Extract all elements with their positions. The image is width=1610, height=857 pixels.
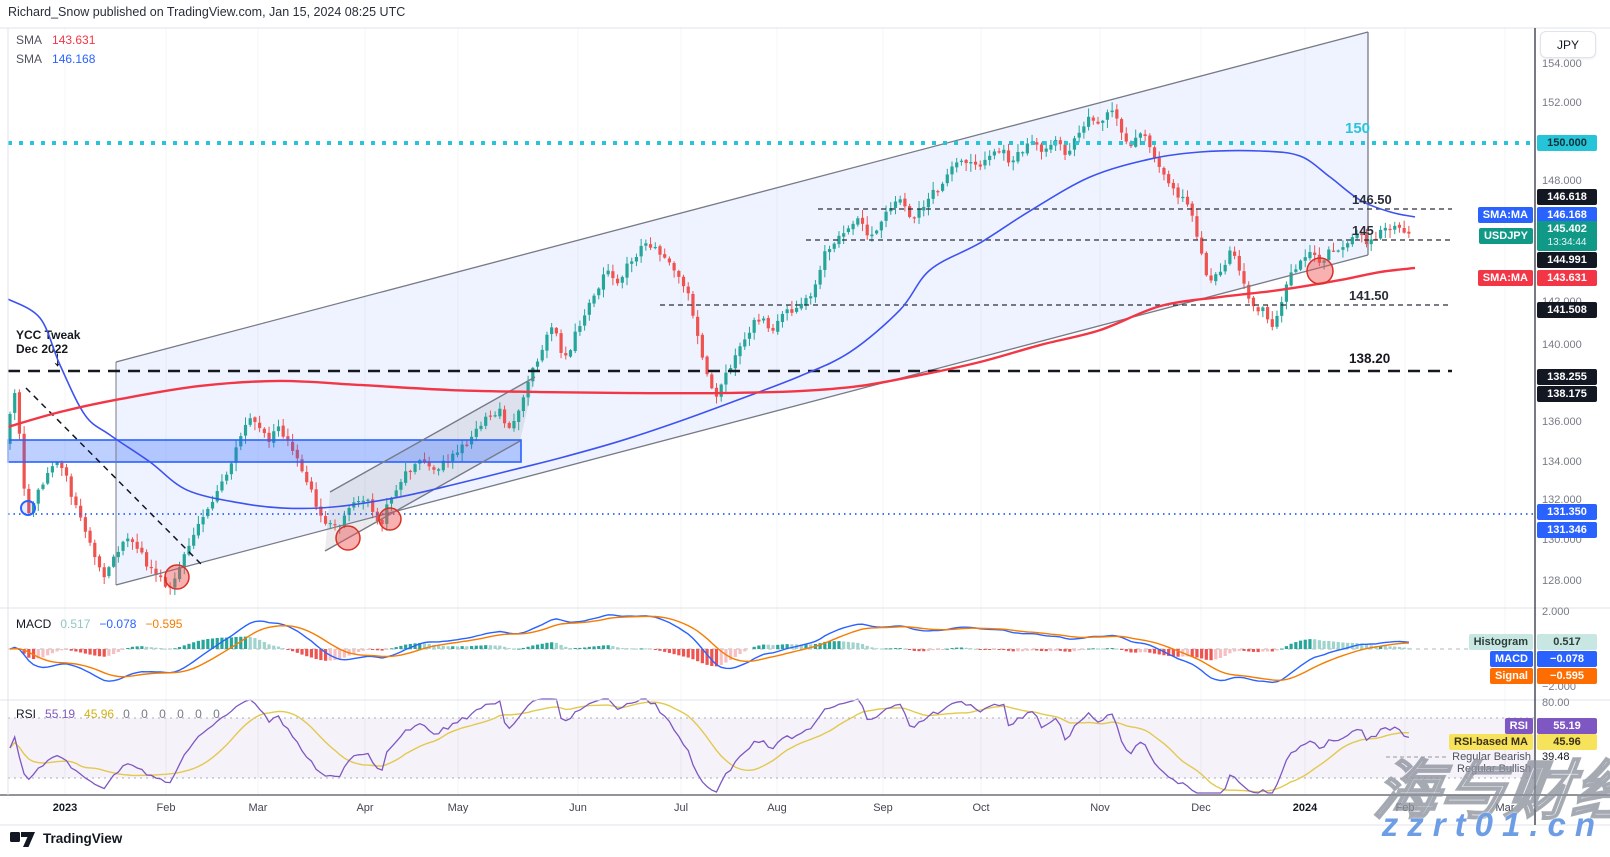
macd-histogram <box>8 636 1535 667</box>
macd-signal-line <box>9 615 1409 682</box>
brand-label[interactable]: TradingView <box>43 831 123 846</box>
trend-channel-fill[interactable] <box>116 32 1368 585</box>
trend-channel-lines[interactable] <box>115 31 1369 586</box>
macd-signal-value: −0.595 <box>145 617 183 631</box>
month-gridlines <box>64 28 1506 795</box>
publish-line: Richard_Snow published on TradingView.co… <box>8 5 406 19</box>
candlestick-series <box>8 102 1411 596</box>
rsi-value: 55.19 <box>45 707 76 721</box>
footer: TradingView <box>10 830 122 847</box>
rsi-ma-value: 45.96 <box>84 707 115 721</box>
price-level-lines[interactable] <box>8 141 1535 515</box>
macd-histogram-value: 0.517 <box>60 617 91 631</box>
price-scale[interactable] <box>1535 28 1610 825</box>
sma-legend-row-red[interactable]: SMA 143.631 <box>16 31 95 50</box>
rsi-line <box>9 698 1410 794</box>
time-scale[interactable] <box>0 795 1535 825</box>
pane-borders <box>0 27 1610 826</box>
rsi-ma-line <box>9 701 1409 793</box>
sma-label: SMA <box>16 52 43 66</box>
watermark-site: zzrt01.cn <box>1381 806 1604 843</box>
sma-legend-row-blue[interactable]: SMA 146.168 <box>16 50 95 69</box>
currency-button[interactable]: JPY <box>1540 31 1596 58</box>
macd-line <box>9 614 1409 684</box>
macd-legend[interactable]: MACD 0.517 −0.078 −0.595 <box>16 617 191 631</box>
sma-blue-line <box>8 149 1416 510</box>
sma-red-value: 143.631 <box>52 33 96 47</box>
macd-line-value: −0.078 <box>99 617 137 631</box>
dashed-trendline[interactable] <box>25 387 204 567</box>
support-zone-rect[interactable] <box>7 439 522 463</box>
tradingview-logo-icon[interactable] <box>10 830 36 847</box>
macd-label: MACD <box>16 617 52 631</box>
sma-red-line <box>8 266 1416 429</box>
sma-legend[interactable]: SMA 143.631 SMA 146.168 <box>16 31 95 69</box>
circle-markers[interactable] <box>20 257 1334 590</box>
sma-blue-value: 146.168 <box>52 52 96 66</box>
sma-label: SMA <box>16 33 43 47</box>
